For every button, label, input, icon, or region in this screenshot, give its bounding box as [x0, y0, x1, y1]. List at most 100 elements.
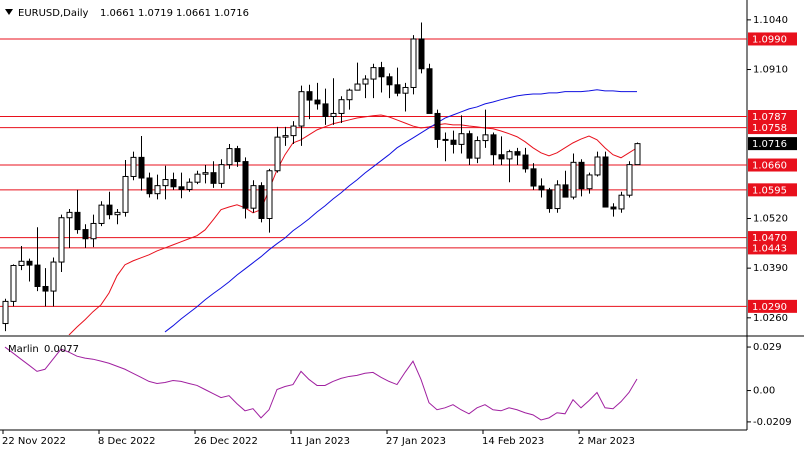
candle-body — [170, 179, 177, 188]
candle-body — [570, 161, 577, 198]
x-tick-label: 2 Mar 2023 — [578, 436, 635, 447]
candle-body — [354, 83, 361, 91]
candle-body — [138, 156, 145, 179]
header-low: 1.0661 — [176, 8, 211, 19]
candle-body — [330, 112, 337, 118]
candle-body — [434, 112, 441, 140]
candle-body — [314, 99, 321, 105]
y-tick-label: 0.029 — [753, 342, 782, 353]
y-tick-label: 1.0520 — [753, 213, 788, 224]
candle-body — [578, 161, 585, 190]
candle-body — [266, 170, 273, 219]
level-label: 1.0990 — [752, 34, 787, 45]
candle-body — [282, 135, 289, 138]
menu-triangle[interactable] — [5, 9, 13, 15]
candle-body — [338, 99, 345, 114]
candle-body — [546, 189, 553, 210]
candle-body — [130, 156, 137, 177]
candle-body — [402, 86, 409, 94]
level-label-box — [748, 110, 797, 124]
level-label-box — [748, 158, 797, 172]
candle-body — [466, 133, 473, 159]
candle-body — [594, 156, 601, 176]
candle-body — [418, 38, 425, 70]
candle-body — [618, 194, 625, 210]
candle-body — [602, 156, 609, 208]
level-label-box — [748, 231, 797, 245]
header-high: 1.0719 — [138, 8, 173, 19]
candle-body — [242, 161, 249, 209]
level-label: 1.0290 — [752, 302, 787, 313]
oscillator-line — [4, 346, 638, 421]
candle-body — [634, 143, 641, 166]
level-label: 1.0595 — [752, 185, 787, 196]
candle-body — [514, 151, 521, 156]
level-label: 1.0787 — [752, 112, 787, 123]
candle-body — [394, 84, 401, 94]
candle-body — [106, 204, 113, 216]
candle-body — [378, 67, 385, 78]
oscillator-panel — [4, 346, 638, 421]
candle-body — [74, 211, 81, 231]
candle-body — [442, 138, 449, 141]
candle-body — [42, 285, 49, 292]
candle-body — [450, 139, 457, 145]
y-tick-label: -0.0209 — [753, 417, 792, 428]
candle-body — [114, 211, 121, 216]
x-tick-label: 11 Jan 2023 — [290, 436, 350, 447]
candle-body — [90, 222, 97, 240]
indicator-value: 0.0077 — [44, 344, 79, 355]
candle-body — [490, 134, 497, 156]
candle-body — [370, 67, 377, 80]
candle-body — [482, 134, 489, 142]
candle-body — [2, 300, 9, 325]
candle-body — [218, 164, 225, 184]
candle-body — [322, 103, 329, 118]
current-price-box — [748, 137, 797, 151]
moving-average — [68, 114, 638, 335]
current-price-label: 1.0716 — [752, 139, 787, 150]
axes: 1.1040 1.0910 1.0520 1.0390 1.0260 1.0990 1.07… — [2, 15, 797, 447]
candle-body — [258, 185, 265, 219]
candle-body — [162, 179, 169, 187]
candle-body — [426, 68, 433, 114]
y-tick-label: 1.0260 — [753, 313, 788, 324]
header-close: 1.0716 — [214, 8, 249, 19]
candle-body — [50, 261, 57, 292]
level-label: 1.0443 — [752, 243, 787, 254]
x-tick-label: 27 Jan 2023 — [386, 436, 446, 447]
candle-body — [410, 38, 417, 88]
candle-body — [386, 76, 393, 86]
candle-body — [362, 78, 369, 85]
candle-body — [458, 133, 465, 145]
level-label-box — [748, 241, 797, 255]
candle-body — [210, 172, 217, 184]
candle-body — [626, 164, 633, 196]
y-tick-label: 0.00 — [753, 386, 775, 397]
candle-body — [298, 91, 305, 127]
candle-body — [346, 89, 353, 101]
level-label-box — [748, 121, 797, 135]
level-label-box — [748, 183, 797, 197]
x-tick-label: 8 Dec 2022 — [98, 436, 156, 447]
candle-body — [586, 174, 593, 190]
level-label-box — [748, 32, 797, 46]
candle-body — [58, 217, 65, 263]
level-label: 1.0660 — [752, 161, 787, 172]
candle-body — [474, 140, 481, 159]
candle-body — [234, 148, 241, 163]
candle-body — [506, 151, 513, 160]
candle-body — [34, 264, 41, 287]
level-label-box — [748, 299, 797, 313]
candle-body — [538, 185, 545, 191]
x-tick-label: 22 Nov 2022 — [2, 436, 66, 447]
candle-body — [562, 184, 569, 198]
candle-body — [554, 184, 561, 210]
candle-body — [250, 185, 257, 209]
y-tick-label: 1.1040 — [753, 15, 788, 26]
level-label: 1.0758 — [752, 123, 787, 134]
candle-body — [178, 186, 185, 190]
indicator-name: Marlin — [8, 344, 39, 355]
